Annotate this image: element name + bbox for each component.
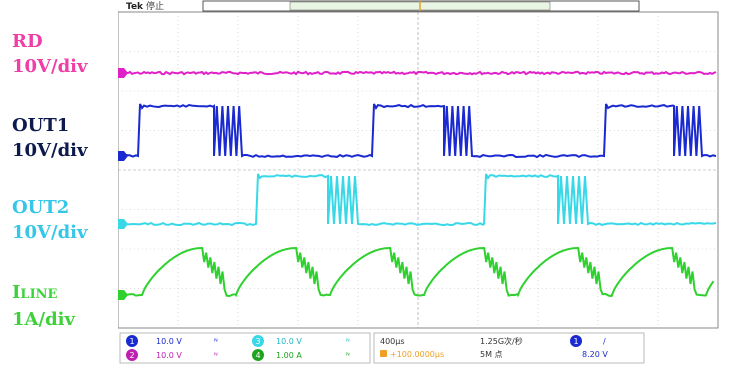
ch1-scale: 10.0 V bbox=[156, 337, 182, 346]
out2-scale: 10V/div bbox=[12, 222, 88, 243]
ch4-readout[interactable]: 4 1.00 A ᴺ bbox=[252, 349, 350, 361]
ch4-scale: 1.00 A bbox=[276, 351, 302, 360]
svg-text:1: 1 bbox=[129, 337, 134, 346]
rd-trace bbox=[118, 70, 717, 76]
brand-label: Tek bbox=[126, 2, 144, 12]
iline-name-main: I bbox=[12, 282, 21, 303]
ch2-coupling: ᴺ bbox=[214, 351, 218, 360]
iline-trace bbox=[118, 246, 715, 298]
ch2-scale: 10.0 V bbox=[156, 351, 182, 360]
ch3-scale: 10.0 V bbox=[276, 337, 302, 346]
out1-label: OUT1 10V/div bbox=[12, 113, 87, 163]
rd-scale: 10V/div bbox=[12, 56, 88, 77]
trigger-readout[interactable]: 1 / 8.20 V bbox=[570, 335, 608, 359]
ch2-readout[interactable]: 2 10.0 V ᴺ bbox=[126, 349, 218, 361]
ch4-coupling: ᴺ bbox=[346, 351, 350, 360]
record-length: 5M 点 bbox=[480, 350, 503, 359]
ch1-coupling: ᴺ bbox=[214, 337, 218, 346]
iline-scale: 1A/div bbox=[12, 309, 75, 330]
status-bar: 1 10.0 V ᴺ 2 10.0 V ᴺ 3 10.0 V ᴺ 4 1.00 … bbox=[118, 330, 730, 367]
sample-rate: 1.25G次/秒 bbox=[480, 336, 523, 346]
iline-name: ILINE bbox=[12, 280, 75, 307]
out1-trace bbox=[118, 103, 717, 159]
ch3-readout[interactable]: 3 10.0 V ᴺ bbox=[252, 335, 350, 347]
delay-value: +100.0000μs bbox=[390, 350, 444, 359]
out2-label: OUT2 10V/div bbox=[12, 195, 87, 245]
svg-text:2: 2 bbox=[129, 351, 134, 360]
svg-text:4: 4 bbox=[255, 351, 260, 360]
out2-trace bbox=[118, 173, 717, 227]
ch3-coupling: ᴺ bbox=[346, 337, 350, 346]
acq-state: 停止 bbox=[146, 0, 164, 12]
iline-label: ILINE 1A/div bbox=[12, 280, 75, 332]
trigger-slope: / bbox=[603, 337, 606, 346]
iline-name-sub: LINE bbox=[20, 287, 58, 302]
out2-name: OUT2 bbox=[12, 197, 70, 218]
horizontal-readout[interactable]: 400μs +100.0000μs 1.25G次/秒 5M 点 bbox=[380, 336, 523, 359]
ch1-readout[interactable]: 1 10.0 V ᴺ bbox=[126, 335, 218, 347]
out1-scale: 10V/div bbox=[12, 140, 88, 161]
rd-label: RD 10V/div bbox=[12, 29, 87, 79]
record-view-bar bbox=[202, 0, 640, 12]
out1-name: OUT1 bbox=[12, 115, 70, 136]
svg-text:3: 3 bbox=[255, 337, 260, 346]
timebase-value: 400μs bbox=[380, 337, 405, 346]
oscilloscope-screen: Tek 停止 T 1 10.0 V ᴺ 2 10.0 V ᴺ bbox=[118, 0, 730, 367]
svg-text:1: 1 bbox=[573, 337, 578, 346]
rd-name: RD bbox=[12, 31, 43, 52]
trigger-level: 8.20 V bbox=[582, 350, 608, 359]
